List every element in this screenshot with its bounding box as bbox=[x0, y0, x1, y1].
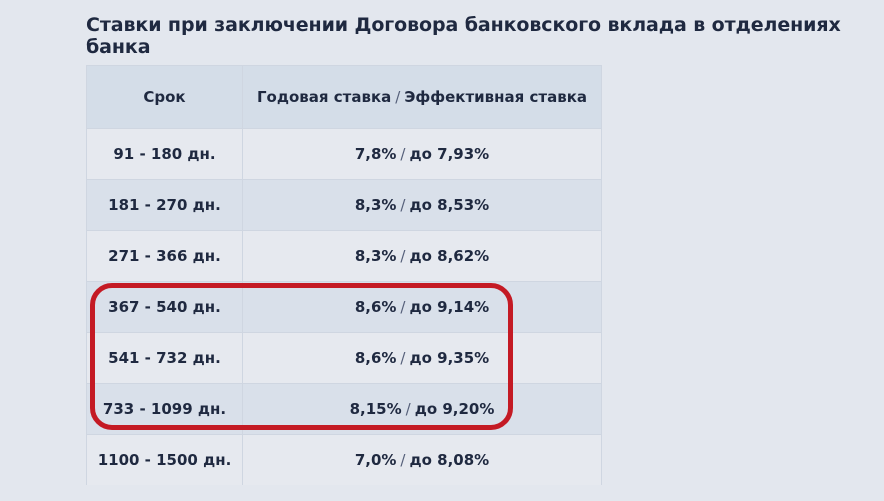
header-annual-rate: Годовая ставка bbox=[257, 88, 392, 106]
effective-rate: до 8,08% bbox=[409, 451, 490, 469]
rate-separator: / bbox=[400, 451, 406, 469]
rate-separator: / bbox=[405, 400, 411, 418]
row-rate: 8,3% / до 8,62% bbox=[242, 230, 602, 282]
row-rate: 8,6% / до 9,14% bbox=[242, 281, 602, 333]
annual-rate: 7,8% bbox=[354, 145, 397, 163]
annual-rate: 8,3% bbox=[354, 196, 397, 214]
row-rate: 8,15% / до 9,20% bbox=[242, 383, 602, 435]
annual-rate: 8,6% bbox=[354, 298, 397, 316]
row-term: 271 - 366 дн. bbox=[86, 230, 243, 282]
row-rate: 8,3% / до 8,53% bbox=[242, 179, 602, 231]
row-term: 541 - 732 дн. bbox=[86, 332, 243, 384]
row-term: 367 - 540 дн. bbox=[86, 281, 243, 333]
annual-rate: 8,15% bbox=[349, 400, 402, 418]
annual-rate: 7,0% bbox=[354, 451, 397, 469]
rate-separator: / bbox=[400, 349, 406, 367]
header-term: Срок bbox=[86, 65, 243, 129]
effective-rate: до 9,20% bbox=[414, 400, 495, 418]
row-rate: 8,6% / до 9,35% bbox=[242, 332, 602, 384]
table-row: 91 - 180 дн. 7,8% / до 7,93% bbox=[86, 128, 602, 180]
table-row: 733 - 1099 дн. 8,15% / до 9,20% bbox=[86, 383, 602, 435]
header-separator: / bbox=[395, 88, 401, 106]
effective-rate: до 7,93% bbox=[409, 145, 490, 163]
effective-rate: до 8,53% bbox=[409, 196, 490, 214]
rate-separator: / bbox=[400, 298, 406, 316]
table-row: 181 - 270 дн. 8,3% / до 8,53% bbox=[86, 179, 602, 231]
header-rate: Годовая ставка / Эффективная ставка bbox=[242, 65, 602, 129]
table-row: 367 - 540 дн. 8,6% / до 9,14% bbox=[86, 281, 602, 333]
row-term: 181 - 270 дн. bbox=[86, 179, 243, 231]
table-header-row: Срок Годовая ставка / Эффективная ставка bbox=[86, 65, 602, 129]
row-term: 1100 - 1500 дн. bbox=[86, 434, 243, 485]
row-term: 733 - 1099 дн. bbox=[86, 383, 243, 435]
annual-rate: 8,6% bbox=[354, 349, 397, 367]
rate-separator: / bbox=[400, 196, 406, 214]
page-title: Ставки при заключении Договора банковско… bbox=[86, 14, 841, 58]
table-row: 1100 - 1500 дн. 7,0% / до 8,08% bbox=[86, 434, 602, 485]
row-rate: 7,8% / до 7,93% bbox=[242, 128, 602, 180]
rates-table: Срок Годовая ставка / Эффективная ставка 9… bbox=[86, 65, 602, 485]
table-row: 541 - 732 дн. 8,6% / до 9,35% bbox=[86, 332, 602, 384]
rate-separator: / bbox=[400, 247, 406, 265]
row-term: 91 - 180 дн. bbox=[86, 128, 243, 180]
effective-rate: до 9,14% bbox=[409, 298, 490, 316]
effective-rate: до 9,35% bbox=[409, 349, 490, 367]
table-row: 271 - 366 дн. 8,3% / до 8,62% bbox=[86, 230, 602, 282]
rate-separator: / bbox=[400, 145, 406, 163]
row-rate: 7,0% / до 8,08% bbox=[242, 434, 602, 485]
header-effective-rate: Эффективная ставка bbox=[404, 88, 587, 106]
annual-rate: 8,3% bbox=[354, 247, 397, 265]
effective-rate: до 8,62% bbox=[409, 247, 490, 265]
